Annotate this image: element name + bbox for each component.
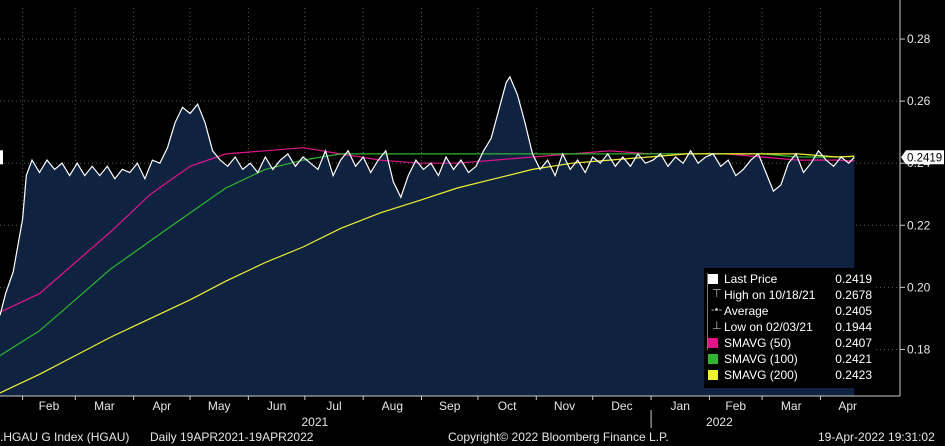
y-tick-label: 0.18 xyxy=(907,342,931,356)
legend-item-smavg-100: SMAVG (100) 0.2421 xyxy=(708,352,872,367)
legend-item-last-price: Last Price 0.2419 xyxy=(708,272,872,287)
legend-label: SMAVG (50) xyxy=(724,336,792,350)
current-value-badge xyxy=(901,150,944,165)
price-line xyxy=(0,75,855,316)
period-label: Daily 19APR2021-19APR2022 xyxy=(150,430,314,444)
footer-bar: .HGAU G Index (HGAU) Daily 19APR2021-19A… xyxy=(0,428,945,446)
x-tick-label: Mar xyxy=(781,399,802,413)
legend-item-smavg-200: SMAVG (200) 0.2423 xyxy=(708,368,872,383)
legend-label: Low on 02/03/21 xyxy=(724,320,813,334)
y-tick-label: 0.20 xyxy=(907,280,931,294)
x-tick-label: Dec xyxy=(611,399,632,413)
legend-label: SMAVG (200) xyxy=(724,368,798,382)
legend-value: 0.2423 xyxy=(835,368,872,382)
year-label: 2022 xyxy=(706,415,733,428)
x-tick-label: Jun xyxy=(267,399,286,413)
x-tick-label: Apr xyxy=(838,399,857,413)
filled-square-icon xyxy=(708,274,718,284)
x-tick-label: Aug xyxy=(382,399,403,413)
y-tick-label: 0.28 xyxy=(907,32,931,46)
price-area xyxy=(0,76,855,397)
sma-200-line xyxy=(0,153,855,394)
security-label: .HGAU G Index (HGAU) xyxy=(0,430,130,444)
legend-value: 0.2405 xyxy=(835,304,872,318)
x-tick-label: Oct xyxy=(498,399,517,413)
legend-label: High on 10/18/21 xyxy=(724,288,816,302)
copyright-label: Copyright© 2022 Bloomberg Finance L.P. xyxy=(448,430,669,444)
x-tick-label: Mar xyxy=(94,399,115,413)
legend-label: SMAVG (100) xyxy=(724,352,798,366)
price-line-group xyxy=(0,75,855,316)
x-tick-label: Sep xyxy=(439,399,461,413)
y-tick-label: 0.26 xyxy=(907,94,931,108)
filled-square-icon xyxy=(708,370,718,380)
x-tick-label: Nov xyxy=(554,399,575,413)
legend-item-average: -•- Average 0.2405 xyxy=(708,304,872,319)
legend: Last Price 0.2419 ⊤ High on 10/18/21 0.2… xyxy=(704,268,876,388)
legend-label: Average xyxy=(724,304,769,318)
x-tick-label: Feb xyxy=(39,399,60,413)
legend-item-low: ⊥ Low on 02/03/21 0.1944 xyxy=(708,320,872,335)
x-tick-label: May xyxy=(208,399,231,413)
y-tick-label: 0.22 xyxy=(907,218,931,232)
average-marker-icon: -•- xyxy=(711,304,723,316)
legend-item-smavg-50: SMAVG (50) 0.2407 xyxy=(708,336,872,351)
year-label: 2021 xyxy=(301,415,328,428)
x-tick-label: Jul xyxy=(326,399,341,413)
filled-square-icon xyxy=(708,338,718,348)
moving-average-lines xyxy=(0,147,855,394)
legend-item-high: ⊤ High on 10/18/21 0.2678 xyxy=(708,288,872,303)
price-chart: 0.180.200.220.240.260.28 FebMarAprMayJun… xyxy=(0,0,945,428)
legend-value: 0.2419 xyxy=(835,272,872,286)
x-tick-label: Apr xyxy=(152,399,171,413)
timestamp-label: 19-Apr-2022 19:31:02 xyxy=(818,430,935,444)
high-marker-icon: ⊤ xyxy=(712,288,722,300)
legend-label: Last Price xyxy=(724,272,778,286)
left-value-marker xyxy=(0,150,3,165)
legend-tree-line xyxy=(707,273,708,350)
x-tick-label: Jan xyxy=(671,399,690,413)
current-value-group: 0.2419 xyxy=(0,150,944,165)
x-axis: Feb Mar Apr May Jun Jul Aug Sep Oct Nov Dec Jan Feb M… xyxy=(0,395,900,428)
legend-value: 0.2421 xyxy=(835,352,872,366)
legend-value: 0.2407 xyxy=(835,336,872,350)
grid-lines xyxy=(0,8,900,396)
low-marker-icon: ⊥ xyxy=(712,320,722,332)
legend-value: 0.1944 xyxy=(835,320,872,334)
filled-square-icon xyxy=(708,354,718,364)
x-tick-label: Feb xyxy=(725,399,746,413)
current-value-label: 0.2419 xyxy=(907,152,942,164)
price-area-fill xyxy=(0,76,855,397)
legend-value: 0.2678 xyxy=(835,288,872,302)
